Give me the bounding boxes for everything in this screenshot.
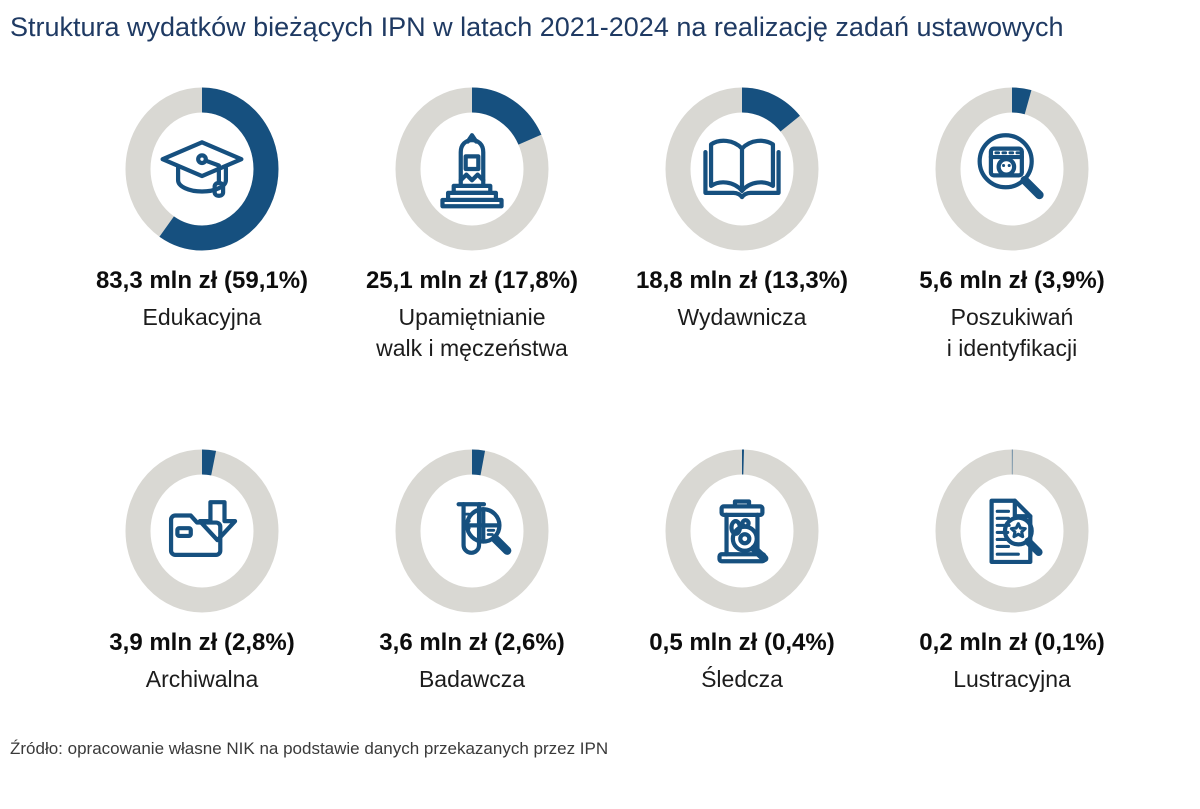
donut-value: 0,2 mln zł (0,1%): [919, 629, 1105, 656]
donut-ring-arc: [125, 449, 279, 613]
donut-label: Badawcza: [418, 666, 526, 692]
donut-card: 18,8 mln zł (13,3%) Wydawnicza: [607, 85, 877, 447]
donut-card: 3,6 mln zł (2,6%) Badawcza: [337, 447, 607, 809]
donut-grid: 83,3 mln zł (59,1%) Edukacyjna 25,1 mln …: [67, 85, 1147, 809]
donut-card: 83,3 mln zł (59,1%) Edukacyjna: [67, 85, 337, 447]
page-title: Struktura wydatków bieżących IPN w latac…: [10, 12, 1064, 42]
donut-value: 25,1 mln zł (17,8%): [365, 267, 579, 294]
donut-chart: [394, 85, 550, 253]
donut-label: Śledcza: [701, 666, 783, 692]
archive-folder-icon: [157, 486, 247, 576]
donut-chart: [664, 85, 820, 253]
donut-label: Poszukiwań i identyfikacji: [946, 304, 1078, 362]
donut-card: 25,1 mln zł (17,8%) Upamiętnianie walk i…: [337, 85, 607, 447]
donut-ring: [935, 87, 1089, 251]
donut-ring-arc: [395, 87, 549, 251]
source-note: Źródło: opracowanie własne NIK na podsta…: [10, 739, 609, 758]
donut-chart: [124, 447, 280, 615]
donut-ring-arc: [395, 449, 549, 613]
donut-ring: [665, 87, 819, 251]
donut-card: 3,9 mln zł (2,8%) Archiwalna: [67, 447, 337, 809]
donut-card: 5,6 mln zł (3,9%) Poszukiwań i identyfik…: [877, 85, 1147, 447]
donut-label: Upamiętnianie walk i męczeństwa: [376, 304, 568, 362]
donut-card: 0,2 mln zł (0,1%) Lustracyjna: [877, 447, 1147, 809]
donut-label: Edukacyjna: [142, 304, 262, 330]
research-magnifier-icon: [427, 486, 517, 576]
donut-chart: [394, 447, 550, 615]
monument-icon: [427, 124, 517, 214]
donut-ring: [935, 449, 1089, 613]
donut-ring: [125, 87, 279, 251]
donut-label: Archiwalna: [145, 666, 259, 692]
donut-label: Lustracyjna: [953, 666, 1071, 692]
donut-chart: [664, 447, 820, 615]
search-identification-icon: [967, 124, 1057, 214]
donut-value: 83,3 mln zł (59,1%): [95, 267, 309, 294]
donut-ring-arc: [935, 87, 1089, 251]
donut-value: 5,6 mln zł (3,9%): [919, 267, 1105, 294]
donut-value: 0,5 mln zł (0,4%): [649, 629, 835, 656]
donut-ring-arc: [935, 449, 1089, 613]
investigation-icon: [697, 486, 787, 576]
donut-ring: [395, 449, 549, 613]
donut-ring: [125, 449, 279, 613]
donut-value: 3,6 mln zł (2,6%): [379, 629, 565, 656]
donut-chart: [934, 447, 1090, 615]
donut-value: 18,8 mln zł (13,3%): [635, 267, 849, 294]
donut-card: 0,5 mln zł (0,4%) Śledcza: [607, 447, 877, 809]
donut-chart: [124, 85, 280, 253]
donut-ring-arc: [665, 449, 819, 613]
graduation-cap-icon: [157, 124, 247, 214]
donut-label: Wydawnicza: [677, 304, 807, 330]
donut-ring: [665, 449, 819, 613]
donut-ring-arc: [125, 87, 279, 251]
donut-ring: [395, 87, 549, 251]
donut-ring-arc: [665, 87, 819, 251]
donut-value: 3,9 mln zł (2,8%): [109, 629, 295, 656]
open-book-icon: [697, 124, 787, 214]
donut-chart: [934, 85, 1090, 253]
lustration-document-icon: [967, 486, 1057, 576]
